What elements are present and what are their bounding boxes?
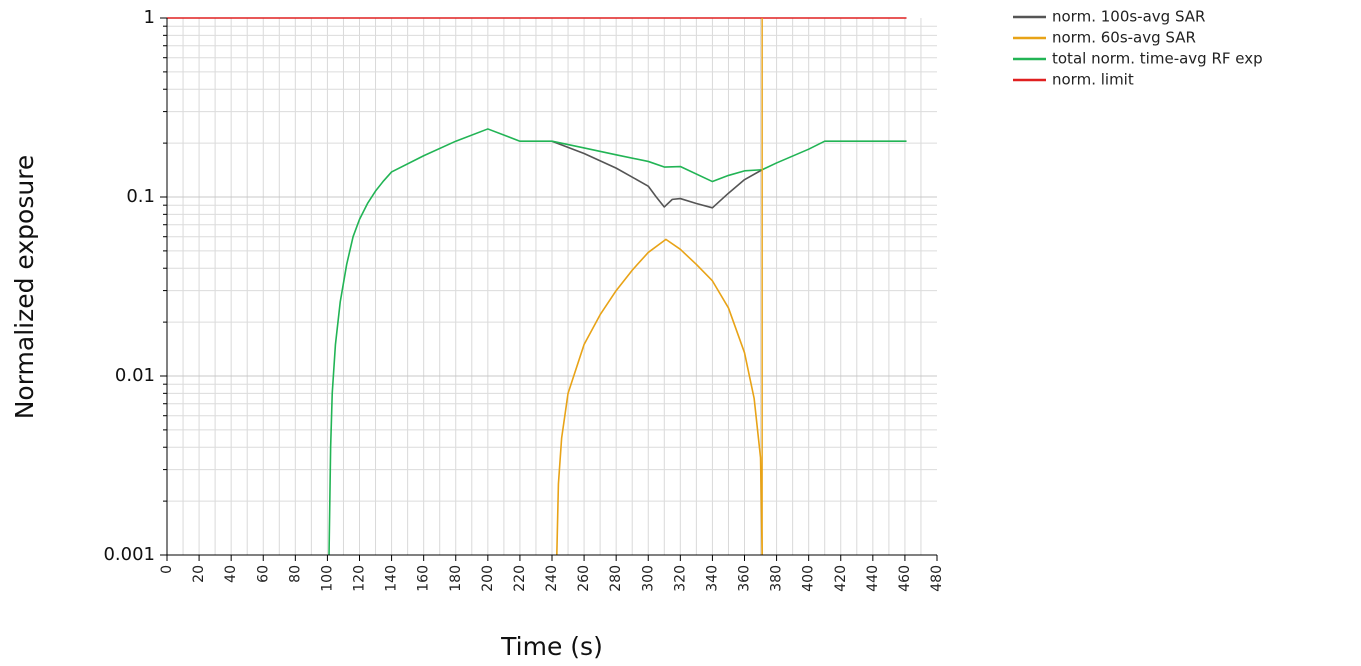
x-tick-labels: 0 20 40 60 80 100 120 140 160 180 200 220 240 260 280 3… (159, 565, 945, 592)
x-tick-label: 400 (801, 565, 817, 592)
legend-label-1: norm. 100s-avg SAR (1052, 8, 1205, 26)
x-tick-label: 320 (672, 565, 688, 592)
legend-label-4: norm. limit (1052, 71, 1134, 89)
x-tick-label: 0 (159, 565, 175, 574)
x-tick-label: 380 (769, 565, 785, 592)
x-tick-label: 140 (384, 565, 400, 592)
x-tick-label: 100 (319, 565, 335, 592)
x-tick-label: 60 (255, 565, 271, 583)
x-tick-label: 40 (223, 565, 239, 583)
x-tick-label: 120 (352, 565, 368, 592)
y-axis-title: Normalized exposure (10, 155, 39, 420)
grid-lines (167, 18, 937, 555)
y-tick-label: 0.001 (103, 544, 155, 565)
series-line-3 (328, 128, 907, 556)
x-tick-label: 480 (929, 565, 945, 592)
x-tick-label: 440 (865, 565, 881, 592)
y-tick-label: 0.1 (126, 186, 155, 207)
y-tick-label: 1 (144, 7, 155, 28)
x-tick-label: 420 (833, 565, 849, 592)
y-tick-labels: 1 0.1 0.01 0.001 (103, 7, 155, 565)
x-tick-label: 360 (737, 565, 753, 592)
x-tick-label: 260 (576, 565, 592, 592)
x-tick-label: 80 (287, 565, 303, 583)
x-tick-label: 340 (704, 565, 720, 592)
x-tick-label: 240 (544, 565, 560, 592)
series-line-1 (551, 140, 763, 209)
y-tick-label: 0.01 (115, 365, 155, 386)
axes (160, 17, 938, 561)
x-tick-label: 300 (640, 565, 656, 592)
series-line-2 (556, 238, 763, 556)
x-tick-label: 180 (448, 565, 464, 592)
x-axis-title: Time (s) (500, 632, 603, 661)
x-tick-label: 20 (191, 565, 207, 583)
legend-label-2: norm. 60s-avg SAR (1052, 29, 1196, 47)
x-tick-label: 160 (416, 565, 432, 592)
x-tick-label: 200 (480, 565, 496, 592)
x-tick-label: 280 (608, 565, 624, 592)
legend: norm. 100s-avg SAR norm. 60s-avg SAR total… (1013, 8, 1263, 89)
x-tick-label: 220 (512, 565, 528, 592)
legend-label-3: total norm. time-avg RF exp (1052, 50, 1263, 68)
series-layer (167, 17, 907, 556)
x-tick-label: 460 (897, 565, 913, 592)
